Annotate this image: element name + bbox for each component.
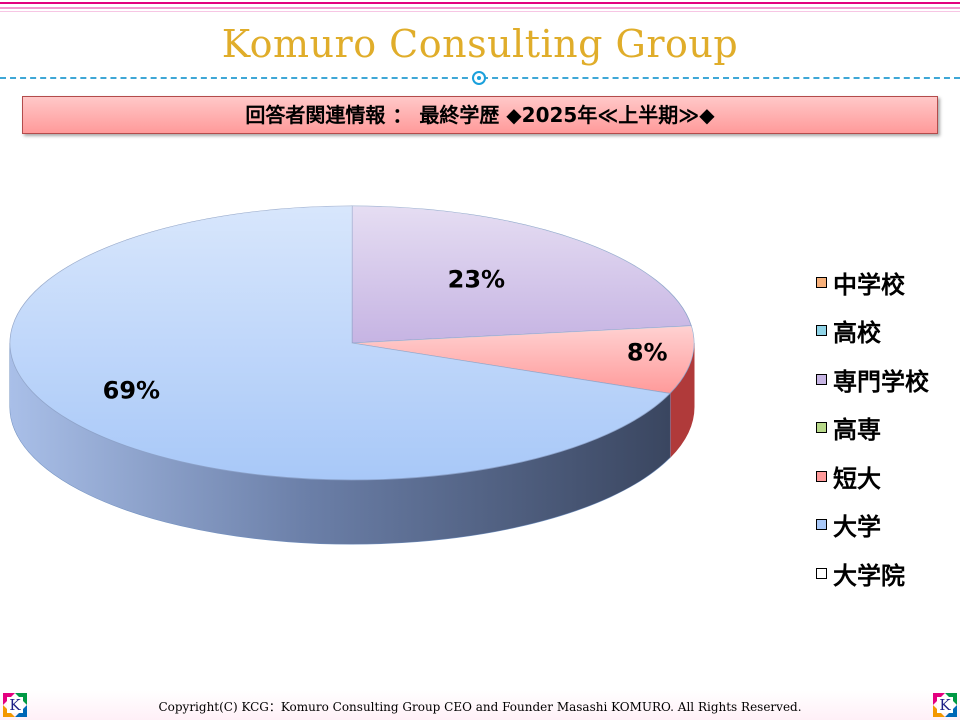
brand-title: Komuro Consulting Group <box>221 22 739 66</box>
pie-slice-gloss-2 <box>352 206 692 343</box>
pie-slices <box>9 205 695 481</box>
legend-item-2: 専門学校 <box>816 355 956 404</box>
top-decorative-rule <box>0 0 960 14</box>
pie-side-walls <box>9 342 695 545</box>
kcg-logo-right-icon: K <box>933 693 957 717</box>
kcg-logo-left-icon: K <box>3 693 27 717</box>
copyright-text: Copyright(C) KCG：Komuro Consulting Group… <box>158 700 802 714</box>
data-label-5: 69% <box>103 377 160 405</box>
legend-item-5: 大学 <box>816 501 956 550</box>
legend-label-4: 短大 <box>833 464 881 493</box>
section-banner: 回答者関連情報 ： 最終学歴 ◆2025年≪上半期≫◆ <box>22 96 938 134</box>
legend-label-5: 大学 <box>833 513 881 542</box>
legend-item-4: 短大 <box>816 452 956 501</box>
chart-legend: 中学校高校専門学校高専短大大学大学院 <box>816 258 956 598</box>
legend-label-0: 中学校 <box>833 270 905 299</box>
legend-label-1: 高校 <box>833 319 881 348</box>
legend-swatch-6 <box>816 567 827 579</box>
legend-swatch-2 <box>816 373 827 385</box>
divider-ornament-icon <box>472 71 486 85</box>
legend-label-2: 専門学校 <box>833 367 929 396</box>
data-label-2: 23% <box>448 265 505 293</box>
pie-slice-gloss-5 <box>9 206 670 480</box>
legend-label-6: 大学院 <box>833 561 905 590</box>
pie-data-labels: 23% 8% 69% <box>103 265 668 404</box>
legend-swatch-5 <box>816 519 827 531</box>
legend-item-0: 中学校 <box>816 258 956 307</box>
legend-swatch-4 <box>816 470 827 482</box>
footer: Copyright(C) KCG：Komuro Consulting Group… <box>0 690 960 720</box>
legend-swatch-0 <box>816 276 827 288</box>
pie-slice-gloss-4 <box>352 325 694 394</box>
legend-item-1: 高校 <box>816 307 956 356</box>
pie-side-shade-5 <box>10 343 670 544</box>
legend-item-6: 大学院 <box>816 549 956 598</box>
legend-label-3: 高専 <box>833 416 881 445</box>
data-label-4: 8% <box>627 338 668 366</box>
legend-swatch-1 <box>816 325 827 337</box>
legend-item-3: 高専 <box>816 404 956 453</box>
legend-swatch-3 <box>816 422 827 434</box>
pie-chart: 23% 8% 69% <box>9 205 695 545</box>
